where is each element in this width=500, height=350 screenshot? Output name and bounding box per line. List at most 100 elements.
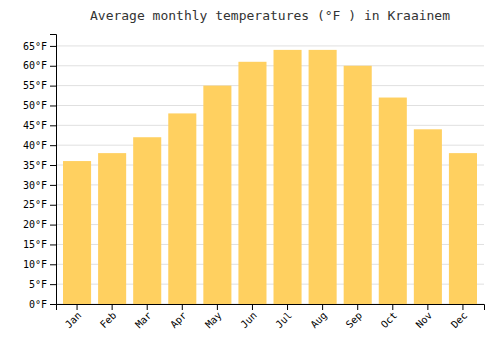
x-tick-mark xyxy=(322,304,323,310)
y-tick-mark xyxy=(50,244,56,245)
bar xyxy=(274,50,302,304)
grid xyxy=(56,46,484,304)
y-tick: 35°F xyxy=(23,160,56,171)
y-tick-label: 65°F xyxy=(23,41,47,52)
y-tick-mark xyxy=(50,66,56,67)
x-tick: Jun xyxy=(238,304,259,330)
y-tick-mark xyxy=(50,105,56,106)
y-tick-label: 35°F xyxy=(23,160,47,171)
x-tick-label: Nov xyxy=(414,310,435,331)
x-tick-mark xyxy=(147,304,148,310)
plot: 0°F 5°F 10°F 15°F 20°F 25°F 30°F 35°F 40°F 45°F 50… xyxy=(23,35,485,331)
x-tick: Apr xyxy=(168,304,189,330)
x-tick: Mar xyxy=(133,304,154,330)
x-tick-label: Apr xyxy=(168,310,189,331)
bar xyxy=(414,129,442,304)
x-axis: Jan Feb Mar Apr May Jun Jul Aug Sep Oct Nov Dec xyxy=(57,304,485,330)
y-tick: 20°F xyxy=(23,219,56,230)
x-tick-label: Dec xyxy=(449,310,470,331)
y-tick-label: 0°F xyxy=(29,299,47,310)
grid-line xyxy=(56,85,484,86)
y-tick-mark xyxy=(50,145,56,146)
y-tick-label: 45°F xyxy=(23,120,47,131)
y-tick-label: 15°F xyxy=(23,239,47,250)
y-tick-label: 5°F xyxy=(29,279,47,290)
grid-line xyxy=(56,65,484,66)
x-tick-label: Aug xyxy=(308,310,329,331)
y-tick-label: 25°F xyxy=(23,199,47,210)
y-tick: 65°F xyxy=(23,41,56,52)
y-tick: 25°F xyxy=(23,199,56,210)
x-tick-mark xyxy=(427,304,428,310)
y-tick: 60°F xyxy=(23,60,56,71)
y-tick-mark xyxy=(50,125,56,126)
y-tick-mark xyxy=(50,205,56,206)
x-tick: Aug xyxy=(308,304,329,330)
y-tick-label: 60°F xyxy=(23,60,47,71)
x-tick-mark xyxy=(182,304,183,310)
x-tick-mark xyxy=(252,304,253,310)
x-tick: Jul xyxy=(273,304,294,330)
x-tick: Oct xyxy=(379,304,400,330)
y-tick: 55°F xyxy=(23,80,56,91)
bars xyxy=(63,50,477,304)
x-tick: Dec xyxy=(449,304,470,330)
x-tick-label: Jan xyxy=(63,310,84,331)
y-tick: 15°F xyxy=(23,239,56,250)
y-axis-line xyxy=(50,35,57,305)
y-tick: 5°F xyxy=(29,279,56,290)
y-tick-mark xyxy=(50,304,56,305)
y-tick-label: 10°F xyxy=(23,259,47,270)
title: Average monthly temperatures (°F ) in Kr… xyxy=(90,8,450,23)
x-tick: May xyxy=(203,304,224,330)
bar xyxy=(98,153,126,304)
y-tick: 30°F xyxy=(23,180,56,191)
grid-line xyxy=(56,105,484,106)
x-tick-mark xyxy=(77,304,78,310)
x-tick-mark xyxy=(392,304,393,310)
y-tick: 50°F xyxy=(23,100,56,111)
x-tick-mark xyxy=(287,304,288,310)
x-tick-label: Jun xyxy=(238,310,259,331)
bar xyxy=(309,50,337,304)
y-tick: 45°F xyxy=(23,120,56,131)
y-tick: 40°F xyxy=(23,140,56,151)
y-tick-label: 50°F xyxy=(23,100,47,111)
y-tick: 10°F xyxy=(23,259,56,270)
bar xyxy=(133,137,161,304)
x-tick: Sep xyxy=(344,304,365,330)
y-tick-label: 55°F xyxy=(23,80,47,91)
x-tick-label: Feb xyxy=(98,310,119,331)
x-tick-label: Sep xyxy=(344,310,365,331)
x-tick-label: Mar xyxy=(133,310,154,331)
y-tick-mark xyxy=(50,165,56,166)
y-tick-mark xyxy=(50,264,56,265)
x-tick-mark xyxy=(112,304,113,310)
x-tick-mark xyxy=(357,304,358,310)
x-tick-mark xyxy=(217,304,218,310)
grid-line xyxy=(56,45,484,46)
x-axis-line xyxy=(57,305,485,311)
y-tick-label: 30°F xyxy=(23,180,47,191)
y-tick-label: 40°F xyxy=(23,140,47,151)
y-tick: 0°F xyxy=(29,299,56,310)
bar xyxy=(203,86,231,304)
y-tick-mark xyxy=(50,185,56,186)
y-tick-mark xyxy=(50,284,56,285)
y-axis: 0°F 5°F 10°F 15°F 20°F 25°F 30°F 35°F 40°F 45°F 50… xyxy=(23,35,57,310)
bar xyxy=(63,161,91,304)
x-tick-mark xyxy=(462,304,463,310)
y-tick-mark xyxy=(50,225,56,226)
chart: 0°F 5°F 10°F 15°F 20°F 25°F 30°F 35°F 40°F 45°F 50… xyxy=(0,0,500,350)
y-tick-mark xyxy=(50,46,56,47)
x-tick-label: May xyxy=(203,310,224,331)
x-tick-label: Jul xyxy=(273,310,294,331)
bar xyxy=(379,98,407,304)
x-tick: Jan xyxy=(63,304,84,330)
x-tick-label: Oct xyxy=(379,310,400,331)
x-tick: Feb xyxy=(98,304,119,330)
bar xyxy=(344,66,372,304)
y-tick-mark xyxy=(50,86,56,87)
grid-line xyxy=(56,125,484,126)
bar xyxy=(168,113,196,304)
